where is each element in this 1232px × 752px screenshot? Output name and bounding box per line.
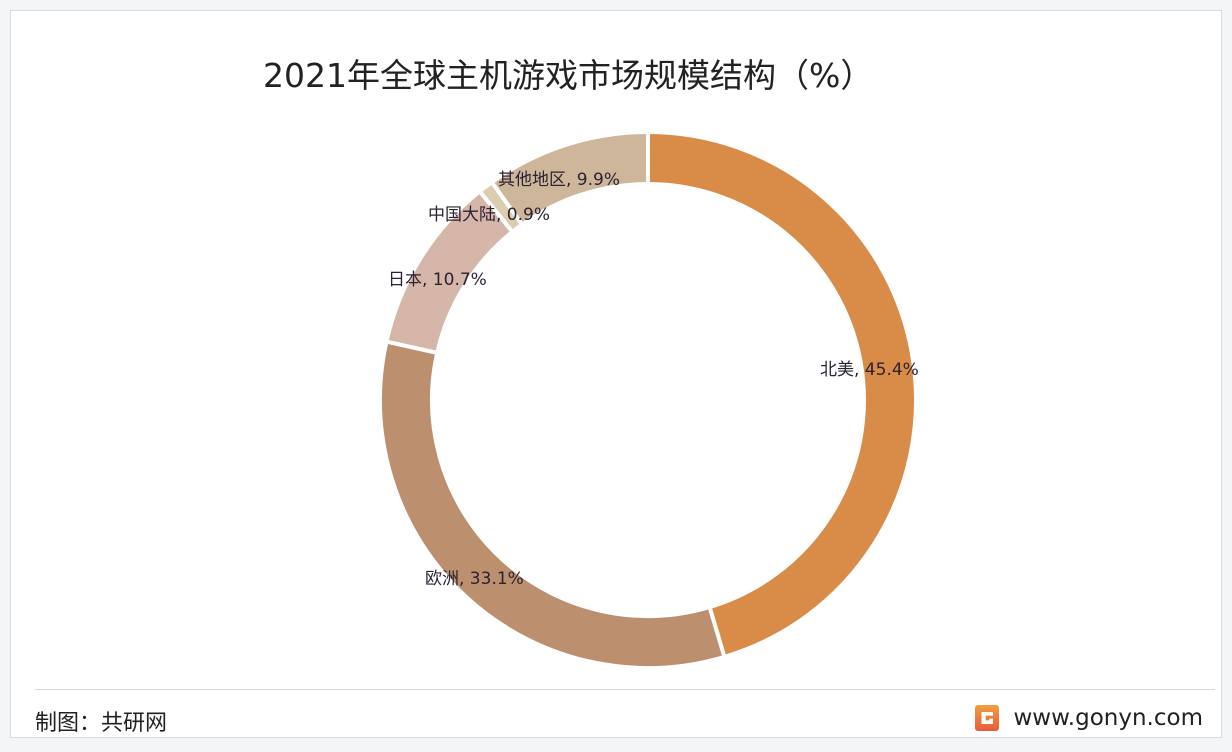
website-url: www.gonyn.com [1013, 705, 1203, 731]
footer-divider [35, 689, 1215, 690]
chart-title: 2021年全球主机游戏市场规模结构（%） [263, 56, 874, 95]
data-label-1: 欧洲, 33.1% [425, 569, 524, 589]
data-label-2: 日本, 10.7% [388, 270, 487, 290]
donut-slice-0 [646, 129, 918, 660]
donut-slice-1 [378, 339, 727, 670]
data-label-3: 中国大陆, 0.9% [428, 205, 550, 225]
data-label-4: 其他地区, 9.9% [498, 170, 620, 190]
website-credit: www.gonyn.com [975, 705, 1203, 731]
gonyn-logo-icon [975, 705, 1000, 731]
source-label: 制图：共研网 [35, 711, 168, 736]
donut-slice-4 [489, 129, 650, 228]
data-label-0: 北美, 45.4% [820, 360, 919, 380]
